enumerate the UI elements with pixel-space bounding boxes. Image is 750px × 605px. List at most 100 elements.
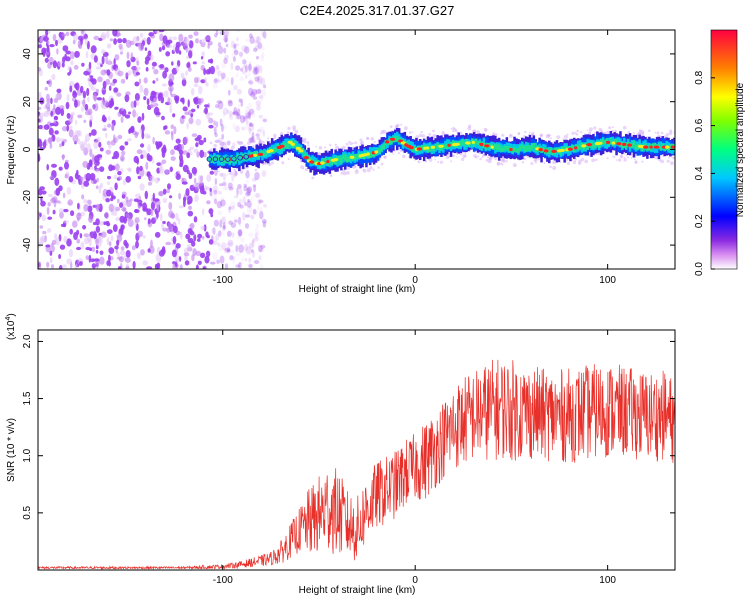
noise-blob (88, 254, 92, 263)
noise-blob (168, 36, 173, 41)
noise-blob (246, 186, 253, 193)
noise-blob (254, 76, 260, 82)
noise-blob (142, 260, 148, 266)
noise-blob (143, 87, 149, 96)
noise-blob (191, 166, 198, 175)
noise-blob (238, 229, 242, 237)
noise-blob (259, 66, 263, 74)
signal-halo (389, 125, 393, 129)
noise-blob (93, 258, 100, 262)
signal-band-segment (249, 152, 253, 157)
signal-halo (534, 160, 538, 164)
noise-blob (132, 261, 136, 269)
noise-blob (158, 141, 163, 147)
noise-blob (120, 246, 125, 251)
noise-blob (226, 140, 231, 146)
signal-halo (475, 155, 478, 159)
noise-blob (260, 244, 266, 249)
noise-blob (97, 76, 103, 83)
noise-blob (236, 252, 241, 257)
noise-blob (242, 118, 247, 122)
noise-blob (224, 37, 228, 43)
noise-blob (198, 139, 204, 146)
signal-halo (604, 132, 607, 134)
noise-blob (262, 31, 267, 39)
noise-blob (235, 49, 239, 55)
signal-band-segment (651, 143, 655, 148)
noise-blob (245, 38, 251, 43)
signal-band-segment (548, 148, 551, 154)
noise-blob (134, 93, 140, 101)
noise-blob (139, 32, 144, 38)
signal-halo (307, 144, 310, 147)
signal-band-segment (257, 154, 260, 160)
colorbar-label: Normalized spectral amplitude (735, 82, 746, 217)
noise-blob (83, 180, 90, 187)
noise-blob (40, 235, 46, 244)
noise-blob (236, 88, 242, 95)
noise-blob (259, 46, 266, 51)
noise-blob (79, 85, 84, 94)
noise-blob (251, 177, 257, 182)
noise-blob (256, 204, 260, 211)
signal-peak (349, 155, 355, 159)
noise-blob (206, 174, 212, 183)
noise-blob (212, 81, 218, 89)
noise-blob (190, 108, 196, 113)
signal-halo (485, 128, 488, 132)
signal-halo (625, 154, 628, 157)
signal-halo (648, 129, 651, 133)
noise-blob (68, 249, 73, 258)
signal-peak (649, 145, 653, 149)
signal-peak (279, 144, 285, 148)
signal-halo (672, 156, 675, 160)
noise-blob (161, 83, 168, 87)
noise-blob (182, 115, 186, 120)
noise-blob (105, 132, 108, 139)
noise-blob (100, 99, 105, 108)
signal-band-segment (501, 147, 505, 152)
noise-blob (194, 137, 201, 142)
noise-blob (74, 50, 80, 58)
noise-blob (235, 72, 239, 78)
signal-halo (400, 123, 403, 126)
noise-blob (103, 221, 107, 225)
signal-halo (654, 131, 657, 134)
signal-halo (626, 156, 630, 159)
signal-halo (477, 155, 480, 158)
signal-halo (256, 136, 261, 141)
noise-blob (240, 237, 245, 243)
signal-peak (574, 146, 578, 150)
noise-blob (233, 45, 237, 53)
noise-blob (204, 255, 210, 264)
signal-halo (366, 136, 369, 140)
noise-blob (247, 102, 253, 111)
noise-blob (55, 39, 58, 47)
noise-blob (102, 128, 107, 132)
signal-halo (287, 158, 290, 161)
noise-blob (203, 266, 206, 269)
signal-halo (461, 157, 465, 161)
noise-blob (44, 86, 48, 91)
noise-blob (88, 215, 93, 223)
noise-blob (120, 79, 124, 84)
noise-blob (194, 177, 197, 184)
signal-band-segment (663, 146, 666, 152)
noise-blob (220, 76, 224, 81)
signal-band-segment (482, 142, 486, 149)
signal-band-segment (669, 143, 672, 150)
noise-blob (227, 239, 234, 244)
noise-blob (100, 231, 107, 238)
noise-blob (228, 206, 232, 211)
signal-halo (301, 139, 304, 142)
noise-blob (70, 111, 75, 116)
noise-blob (86, 143, 91, 152)
signal-peak (257, 152, 264, 156)
noise-blob (186, 152, 191, 159)
signal-band-segment (426, 146, 430, 153)
noise-blob (90, 258, 96, 263)
noise-blob (259, 264, 264, 269)
noise-blob (173, 145, 180, 151)
signal-halo (543, 162, 546, 164)
noise-blob (149, 175, 155, 183)
